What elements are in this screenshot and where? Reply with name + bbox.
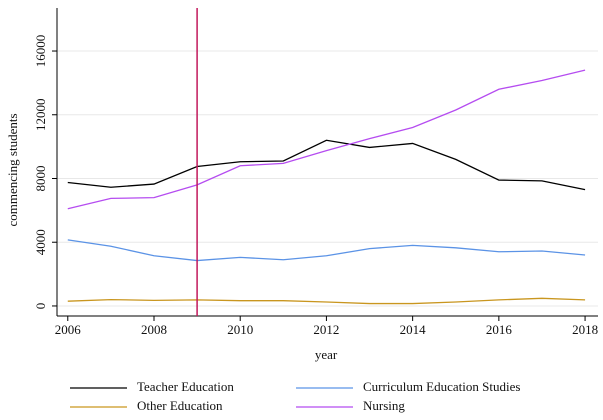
series-line bbox=[67, 297, 586, 305]
series-line bbox=[67, 239, 586, 262]
x-tick-label: 2012 bbox=[313, 322, 339, 337]
x-tick-label: 2006 bbox=[55, 322, 82, 337]
y-tick-label: 0 bbox=[33, 303, 48, 310]
x-tick-label: 2016 bbox=[486, 322, 513, 337]
y-tick-label: 4000 bbox=[33, 229, 48, 255]
y-tick-label: 12000 bbox=[33, 99, 48, 132]
x-tick-label: 2014 bbox=[400, 322, 427, 337]
series-line bbox=[67, 69, 586, 210]
y-axis-label: commencing students bbox=[5, 113, 20, 226]
x-tick-label: 2018 bbox=[572, 322, 598, 337]
legend-label: Curriculum Education Studies bbox=[363, 379, 520, 394]
x-tick-label: 2008 bbox=[141, 322, 167, 337]
x-axis-label: year bbox=[315, 347, 338, 362]
y-tick-label: 16000 bbox=[33, 35, 48, 68]
legend-label: Teacher Education bbox=[137, 379, 234, 394]
y-tick-label: 8000 bbox=[33, 165, 48, 191]
legend-label: Other Education bbox=[137, 398, 223, 413]
legend-label: Nursing bbox=[363, 398, 405, 413]
x-tick-label: 2010 bbox=[227, 322, 253, 337]
series-line bbox=[67, 139, 586, 191]
